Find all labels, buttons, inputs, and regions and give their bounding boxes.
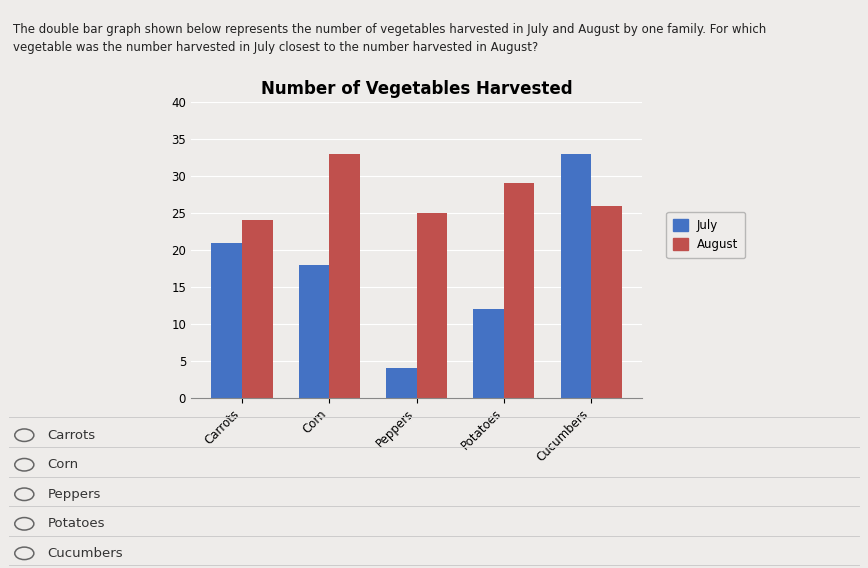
Bar (591, 206, 621, 398)
Legend: July, August: July, August (667, 212, 746, 258)
Bar (242, 220, 273, 398)
Text: Peppers: Peppers (48, 488, 101, 501)
Bar (212, 243, 242, 398)
Text: The double bar graph shown below represents the number of vegetables harvested i: The double bar graph shown below represe… (13, 23, 766, 54)
Text: Corn: Corn (48, 458, 79, 471)
Text: Carrots: Carrots (48, 429, 95, 442)
Bar (504, 183, 535, 398)
Title: Number of Vegetables Harvested: Number of Vegetables Harvested (260, 80, 573, 98)
Bar (299, 265, 329, 398)
Bar (386, 368, 417, 398)
Bar (329, 154, 360, 398)
Bar (561, 154, 591, 398)
Bar (473, 309, 504, 398)
Text: Cucumbers: Cucumbers (48, 547, 123, 560)
Bar (417, 213, 447, 398)
Text: Potatoes: Potatoes (48, 517, 105, 531)
